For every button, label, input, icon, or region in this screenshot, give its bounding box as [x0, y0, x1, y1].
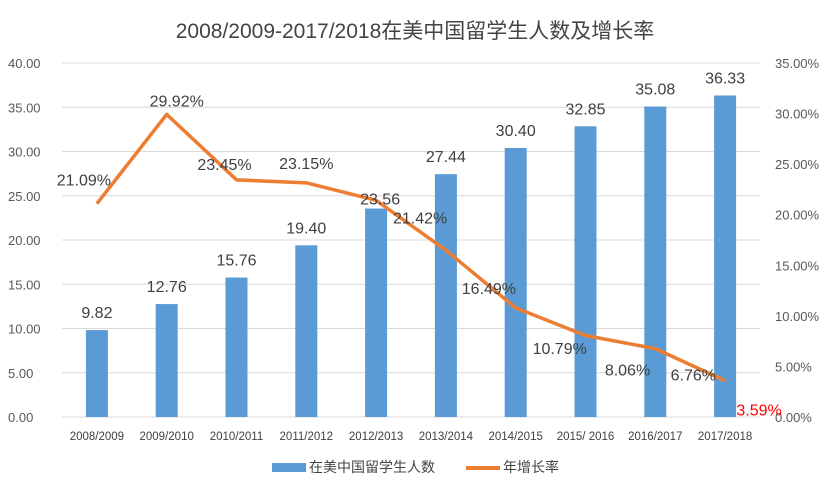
bar — [365, 208, 388, 417]
bar-data-label: 32.85 — [565, 101, 605, 118]
right-tick-label: 25.00% — [775, 157, 820, 172]
x-tick-label: 2009/2010 — [140, 431, 194, 443]
left-tick-label: 5.00 — [8, 366, 33, 381]
bar — [574, 126, 597, 417]
line-data-label: 10.79% — [533, 341, 587, 358]
left-tick-label: 35.00 — [8, 100, 41, 115]
line-data-label: 16.49% — [462, 281, 516, 298]
x-tick-label: 2015/ 2016 — [557, 431, 615, 443]
legend-label-bar: 在美中国留学生人数 — [309, 459, 435, 475]
legend: 在美中国留学生人数 年增长率 — [272, 459, 559, 475]
right-tick-label: 10.00% — [775, 309, 820, 324]
right-tick-label: 5.00% — [775, 359, 812, 374]
x-tick-label: 2012/2013 — [349, 431, 403, 443]
left-tick-label: 0.00 — [8, 410, 33, 425]
growth-rate-line — [95, 112, 726, 383]
bar-data-label: 23.56 — [360, 191, 400, 208]
legend-swatch-bar — [272, 463, 306, 472]
line-data-label: 23.15% — [279, 156, 333, 173]
x-tick-label: 2010/2011 — [210, 431, 264, 443]
x-tick-label: 2011/2012 — [280, 431, 334, 443]
left-tick-label: 30.00 — [8, 145, 41, 160]
bar — [295, 245, 318, 417]
left-tick-label: 40.00 — [8, 56, 41, 71]
bar-data-label: 19.40 — [286, 220, 326, 237]
line-data-label: 3.59% — [736, 403, 781, 420]
line-data-label: 6.76% — [671, 368, 716, 385]
bar-data-label: 15.76 — [216, 253, 256, 270]
bar — [155, 304, 178, 417]
left-tick-label: 25.00 — [8, 189, 41, 204]
bar — [504, 147, 527, 417]
bar-data-label: 9.82 — [81, 305, 112, 322]
bar — [644, 106, 667, 418]
right-tick-label: 30.00% — [775, 107, 820, 122]
line-data-label: 8.06% — [605, 362, 650, 379]
line-data-label: 29.92% — [150, 93, 204, 110]
bar-data-label: 36.33 — [705, 70, 745, 87]
left-tick-label: 15.00 — [8, 277, 41, 292]
bar-data-label: 35.08 — [635, 82, 675, 99]
right-tick-label: 35.00% — [775, 56, 820, 71]
legend-label-line: 年增长率 — [503, 459, 559, 475]
line-data-label: 23.45% — [197, 157, 251, 174]
x-tick-label: 2014/2015 — [489, 431, 543, 443]
bar — [714, 95, 737, 418]
right-tick-label: 15.00% — [775, 258, 820, 273]
bar-data-label: 12.76 — [147, 279, 187, 296]
chart-title: 2008/2009-2017/2018在美中国留学生人数及增长率 — [176, 20, 655, 43]
x-tick-label: 2017/2018 — [698, 431, 752, 443]
bar — [434, 174, 457, 417]
line-data-label: 21.42% — [393, 210, 447, 227]
bar — [225, 277, 248, 417]
x-tick-label: 2013/2014 — [419, 431, 474, 443]
bar — [85, 330, 108, 417]
right-tick-label: 0.00% — [775, 410, 812, 425]
left-tick-label: 20.00 — [8, 233, 41, 248]
x-tick-label: 2008/2009 — [70, 431, 124, 443]
line-data-label: 21.09% — [57, 173, 111, 190]
left-tick-label: 10.00 — [8, 322, 41, 337]
bar-data-label: 27.44 — [426, 149, 466, 166]
x-tick-label: 2016/2017 — [628, 431, 682, 443]
right-tick-label: 20.00% — [775, 208, 820, 223]
bar-data-label: 30.40 — [496, 123, 536, 140]
